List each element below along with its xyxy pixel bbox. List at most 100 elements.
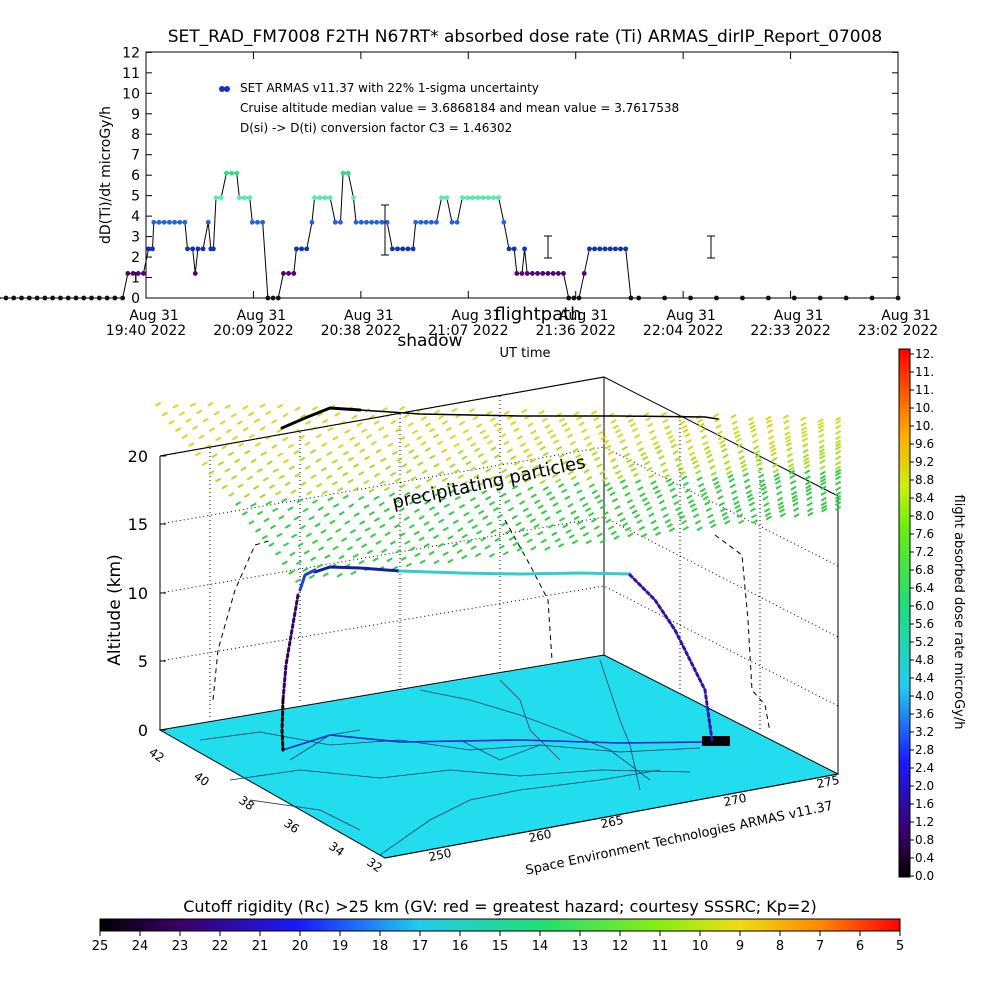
- particle-mark: [724, 519, 731, 525]
- dose-point: [146, 246, 151, 252]
- particle-mark: [613, 535, 620, 540]
- cutoff-rigidity-tick-label: 25: [92, 939, 109, 954]
- particle-mark: [311, 499, 319, 504]
- particle-mark: [385, 465, 392, 470]
- particle-mark: [372, 557, 379, 562]
- particle-mark: [388, 492, 396, 498]
- particle-mark: [470, 442, 477, 448]
- x-tick-label-date: Aug 31: [344, 308, 394, 324]
- particle-mark: [530, 429, 537, 435]
- particle-mark: [457, 474, 464, 480]
- particle-mark: [349, 528, 357, 534]
- particle-mark: [642, 455, 649, 461]
- particle-mark: [365, 434, 373, 439]
- particle-mark: [693, 464, 700, 470]
- dose-colorbar-tick-label: 9.6: [915, 437, 934, 451]
- particle-mark: [664, 425, 671, 430]
- particle-mark: [544, 516, 551, 521]
- dose-point: [470, 195, 476, 201]
- particle-mark: [773, 472, 780, 478]
- particle-mark: [198, 434, 205, 440]
- particle-mark: [542, 451, 549, 457]
- particle-mark: [553, 439, 560, 444]
- particle-mark: [573, 411, 580, 417]
- particle-mark: [375, 448, 382, 454]
- particle-mark: [611, 497, 619, 503]
- particle-mark: [462, 428, 469, 434]
- particle-mark: [774, 479, 782, 485]
- particle-mark: [428, 506, 436, 511]
- flight-path: [280, 406, 719, 752]
- particle-mark: [221, 444, 228, 450]
- particle-mark: [532, 464, 540, 470]
- particle-mark: [242, 405, 249, 410]
- particle-mark: [582, 532, 589, 537]
- particle-mark: [424, 422, 431, 428]
- dose-point: [740, 295, 745, 301]
- particle-mark: [707, 513, 714, 519]
- particle-mark: [389, 540, 397, 546]
- particle-mark: [533, 436, 540, 441]
- particle-mark: [751, 433, 758, 438]
- dose-point: [34, 295, 40, 301]
- particle-mark: [695, 469, 702, 475]
- dose-point: [195, 246, 201, 252]
- legend-median-mean: Cruise altitude median value = 3.6868184…: [240, 101, 679, 115]
- dose-point: [338, 219, 343, 225]
- particle-mark: [389, 471, 397, 477]
- particle-mark: [714, 484, 721, 490]
- particle-mark: [355, 536, 362, 542]
- particle-mark: [554, 537, 561, 543]
- dose-point: [791, 295, 797, 301]
- particle-mark: [516, 435, 523, 440]
- particle-mark: [698, 422, 705, 428]
- particle-mark: [835, 419, 842, 425]
- longitude-tick-label: 270: [722, 791, 747, 809]
- particle-mark: [282, 458, 290, 464]
- particle-mark: [534, 499, 541, 505]
- particle-mark: [787, 458, 794, 464]
- dose-colorbar-tick-label: 10.: [915, 419, 934, 433]
- particle-mark: [254, 442, 261, 447]
- dose-point: [166, 219, 172, 225]
- particle-mark: [241, 510, 248, 516]
- particle-mark: [401, 463, 408, 468]
- dose-point: [229, 170, 234, 176]
- particle-mark: [508, 479, 515, 484]
- particle-mark: [693, 513, 700, 518]
- particle-mark: [705, 507, 712, 513]
- particle-mark: [785, 442, 792, 447]
- particle-mark: [835, 455, 842, 461]
- x-tick-label-time: 23:02 2022: [858, 323, 938, 339]
- particle-mark: [555, 478, 562, 484]
- dose-point: [535, 271, 540, 276]
- particle-mark: [801, 429, 808, 435]
- particle-mark: [778, 508, 786, 513]
- particle-mark: [483, 434, 490, 440]
- particle-mark: [679, 470, 686, 476]
- particle-mark: [380, 457, 387, 463]
- particle-mark: [579, 525, 586, 531]
- particle-mark: [610, 457, 617, 463]
- particle-mark: [704, 500, 711, 506]
- particle-mark: [617, 474, 624, 480]
- dose-point: [286, 271, 292, 276]
- cutoff-rigidity-tick-label: 9: [736, 939, 744, 954]
- particle-mark: [500, 492, 507, 498]
- particle-mark: [383, 486, 391, 492]
- particle-mark: [484, 544, 491, 550]
- dose-point: [459, 195, 465, 201]
- particle-mark: [601, 476, 608, 482]
- particle-mark: [641, 533, 648, 538]
- particle-mark: [161, 411, 168, 417]
- particle-mark: [370, 533, 377, 538]
- particle-mark: [736, 513, 744, 519]
- particle-mark: [770, 451, 777, 457]
- particle-mark: [442, 551, 449, 557]
- particle-mark: [691, 507, 698, 513]
- dose-point: [26, 295, 32, 301]
- particle-mark: [452, 519, 459, 525]
- particle-mark: [445, 426, 452, 432]
- particle-mark: [699, 428, 706, 433]
- dose-point: [135, 271, 141, 276]
